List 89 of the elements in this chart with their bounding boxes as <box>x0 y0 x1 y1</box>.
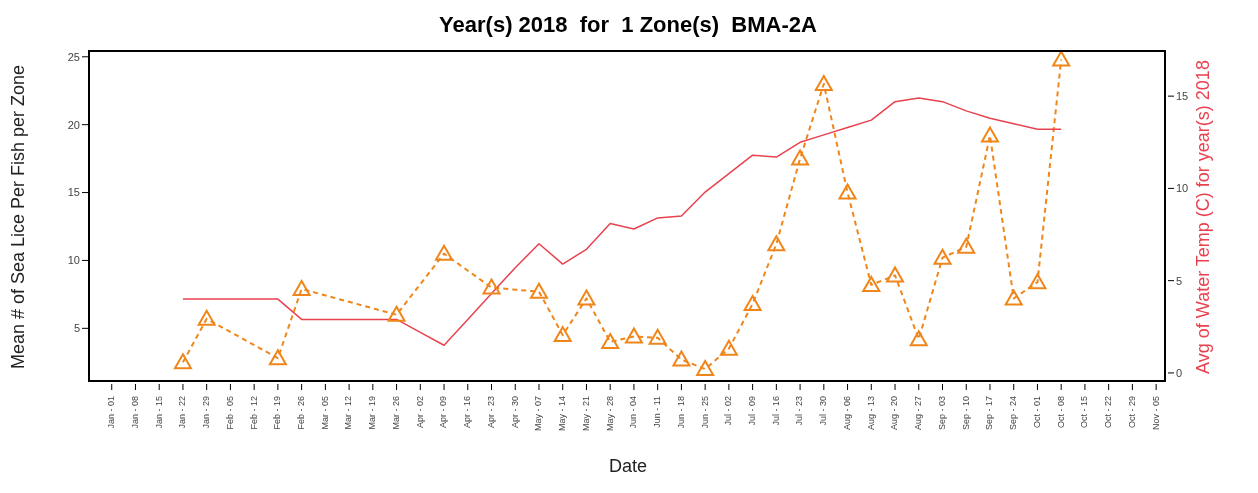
y2-tick-label: 15 <box>1176 90 1189 103</box>
point <box>838 183 857 200</box>
x-tick-label: Jun - 04 <box>628 396 639 429</box>
point <box>933 248 952 265</box>
point <box>1004 289 1023 306</box>
x-tick-label: Oct - 01 <box>1031 396 1042 429</box>
y2-tick-label: 10 <box>1176 182 1189 195</box>
x-tick-label: May - 28 <box>604 396 615 432</box>
point <box>886 266 905 283</box>
x-tick-label: Feb - 19 <box>272 396 283 430</box>
point <box>435 244 454 261</box>
x-tick-label: Feb - 05 <box>224 396 235 430</box>
line-series <box>182 97 1062 346</box>
point <box>292 279 311 296</box>
point <box>719 339 738 356</box>
x-tick-label: Jan - 08 <box>129 396 140 429</box>
x-tick-label: Jan - 29 <box>201 396 212 429</box>
x-tick-label: Oct - 29 <box>1126 396 1137 429</box>
x-tick-label: Apr - 16 <box>462 396 473 429</box>
x-tick-label: Feb - 12 <box>248 396 259 430</box>
x-tick-label: Apr - 23 <box>485 396 496 429</box>
x-tick-label: May - 14 <box>557 396 568 432</box>
y2-axis-title: Avg of Water Temp (C) for year(s) 2018 <box>1193 60 1214 374</box>
point <box>529 282 548 299</box>
point <box>767 235 786 252</box>
x-tick-label: Mar - 05 <box>319 396 330 430</box>
point <box>553 326 572 343</box>
x-tick-label: Mar - 12 <box>343 396 354 430</box>
x-tick-label: Jul - 23 <box>794 396 805 426</box>
x-tick-label: Mar - 19 <box>367 396 378 430</box>
y-tick-label: 5 <box>73 322 80 335</box>
point <box>268 349 287 366</box>
x-tick-label: Feb - 26 <box>296 396 306 430</box>
x-tick-label: Sep - 10 <box>960 396 971 431</box>
point <box>862 275 881 292</box>
point <box>672 350 691 367</box>
point <box>482 278 501 295</box>
x-tick-label: Jul - 30 <box>818 396 829 426</box>
x-tick-label: Jul - 16 <box>770 396 781 426</box>
point <box>577 289 596 306</box>
x-tick-label: Jul - 09 <box>746 396 757 426</box>
point <box>387 305 406 322</box>
y-tick-label: 20 <box>67 118 80 131</box>
x-tick-label: May - 07 <box>533 396 544 432</box>
x-tick-label: Jun - 11 <box>652 396 663 428</box>
x-tick-label: Nov - 05 <box>1150 396 1161 431</box>
x-tick-label: Aug - 06 <box>841 396 852 431</box>
point <box>791 149 810 166</box>
point <box>197 309 216 326</box>
y2-tick-label: 5 <box>1176 274 1183 287</box>
y-tick-label: 15 <box>67 186 80 199</box>
x-tick-label: Apr - 30 <box>509 396 520 429</box>
x-tick-label: May - 21 <box>580 396 591 432</box>
point <box>980 126 999 143</box>
x-tick-label: Jan - 15 <box>153 396 164 429</box>
x-tick-label: Apr - 09 <box>438 396 449 429</box>
x-axis-title: Date <box>608 456 648 476</box>
x-tick-label: Jan - 01 <box>106 396 117 429</box>
x-tick-label: Oct - 15 <box>1079 396 1090 429</box>
chart-title: Year(s) 2018 for 1 Zone(s) BMA-2A <box>438 11 818 39</box>
y-tick-label: 10 <box>67 254 80 267</box>
point <box>173 353 192 370</box>
x-tick-label: Aug - 13 <box>865 396 876 431</box>
x-tick-label: Oct - 08 <box>1055 396 1066 429</box>
x-tick-label: Aug - 27 <box>913 396 924 431</box>
x-tick-label: Mar - 26 <box>390 396 401 430</box>
point <box>624 327 643 344</box>
x-tick-label: Jul - 02 <box>723 396 734 426</box>
x-tick-label: Aug - 20 <box>889 396 900 431</box>
x-tick-label: Sep - 03 <box>936 396 947 431</box>
point <box>1052 50 1071 67</box>
point <box>696 360 715 377</box>
x-tick-label: Jan - 22 <box>177 396 188 429</box>
x-tick-label: Jun - 18 <box>675 396 686 429</box>
y-tick-label: 25 <box>67 50 80 63</box>
y2-tick-label: 0 <box>1176 366 1183 379</box>
point <box>909 330 928 347</box>
point <box>601 332 620 349</box>
point <box>814 74 833 91</box>
x-tick-label: Sep - 24 <box>1008 396 1019 431</box>
x-tick-label: Jun - 25 <box>699 396 710 429</box>
point <box>743 294 762 311</box>
y-axis-title: Mean # of Sea Lice Per Fish per Zone <box>8 64 29 370</box>
x-tick-label: Oct - 22 <box>1103 396 1114 429</box>
x-tick-label: Sep - 17 <box>984 396 995 431</box>
x-tick-label: Apr - 02 <box>414 396 425 429</box>
point <box>648 328 667 345</box>
point <box>957 237 976 254</box>
point <box>1028 273 1047 290</box>
